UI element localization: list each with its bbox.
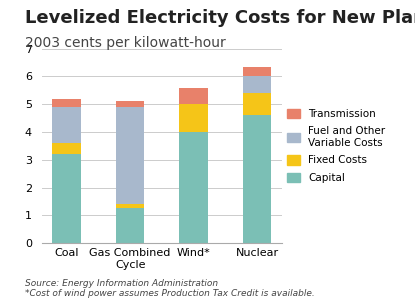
Bar — [52, 99, 81, 107]
Bar — [52, 154, 81, 243]
Bar — [179, 104, 208, 132]
Legend: Transmission, Fuel and Other
Variable Costs, Fixed Costs, Capital: Transmission, Fuel and Other Variable Co… — [288, 109, 386, 183]
Bar — [243, 76, 271, 93]
Bar — [52, 143, 81, 154]
Bar — [179, 132, 208, 243]
Bar — [116, 107, 144, 204]
Bar — [243, 115, 271, 243]
Bar — [179, 88, 208, 104]
Bar — [116, 209, 144, 243]
Text: Source: Energy Information Administration
*Cost of wind power assumes Production: Source: Energy Information Administratio… — [25, 278, 315, 298]
Bar — [52, 107, 81, 143]
Bar — [116, 102, 144, 107]
Bar — [243, 93, 271, 115]
Bar — [116, 204, 144, 209]
Text: 2003 cents per kilowatt-hour: 2003 cents per kilowatt-hour — [25, 36, 226, 50]
Text: Levelized Electricity Costs for New Plants, 2015: Levelized Electricity Costs for New Plan… — [25, 9, 415, 27]
Bar — [243, 67, 271, 76]
